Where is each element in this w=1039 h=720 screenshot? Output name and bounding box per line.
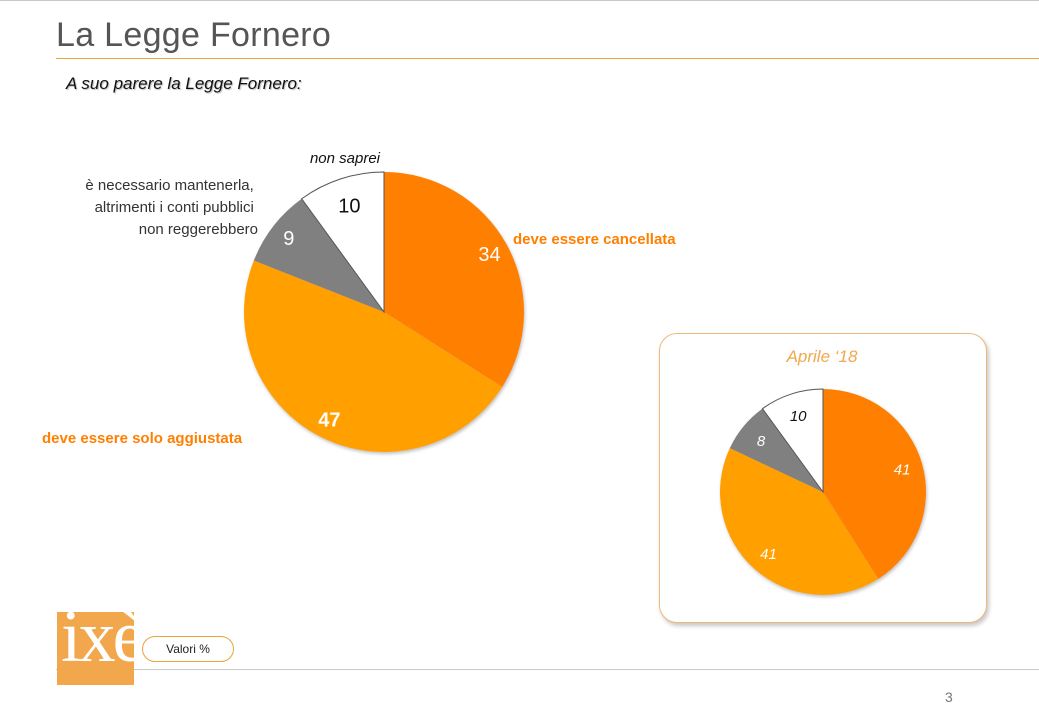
main-slice-non-saprei: [301, 171, 385, 314]
inset-value-labels: 41 41 8 10: [757, 408, 911, 563]
label-mantenerla: è necessario mantenerla, altrimenti i co…: [85, 177, 258, 238]
slide-title: La Legge Fornero: [56, 16, 332, 54]
main-value-label: 9: [283, 228, 294, 250]
inset-slice-aggiustata: [719, 448, 879, 596]
main-slice-mantenerla: [253, 198, 384, 312]
main-value-label: 10: [338, 195, 360, 217]
ixe-logo: ixè: [57, 600, 145, 685]
top-border: [0, 0, 1039, 1]
inset-value-label: 8: [757, 433, 766, 450]
inset-pie: [719, 388, 926, 596]
survey-question: A suo parere la Legge Fornero:: [66, 74, 302, 93]
label-non-saprei: non saprei: [310, 150, 381, 167]
main-value-label: 47: [318, 409, 340, 431]
inset-slice-non-saprei: [761, 388, 824, 494]
main-value-labels: 34 47 9 10: [283, 195, 500, 431]
main-value-label: 34: [478, 244, 500, 266]
label-aggiustata: deve essere solo aggiustata: [42, 430, 243, 447]
label-cancellata: deve essere cancellata: [513, 231, 676, 248]
inset-slice-mantenerla: [729, 408, 823, 492]
inset-value-label: 41: [894, 461, 911, 478]
footer-divider: [56, 669, 1039, 670]
main-slice-cancellata: [384, 172, 524, 388]
inset-value-label: 10: [790, 408, 807, 425]
values-badge: Valori %: [142, 636, 234, 662]
title-divider: [56, 58, 1039, 59]
main-slice-aggiustata: [243, 260, 503, 453]
main-pie: [243, 171, 524, 453]
page-number: 3: [945, 689, 953, 705]
inset-value-label: 41: [760, 546, 777, 563]
inset-title: Aprile ‘18: [786, 347, 858, 366]
inset-slice-cancellata: [823, 389, 926, 579]
